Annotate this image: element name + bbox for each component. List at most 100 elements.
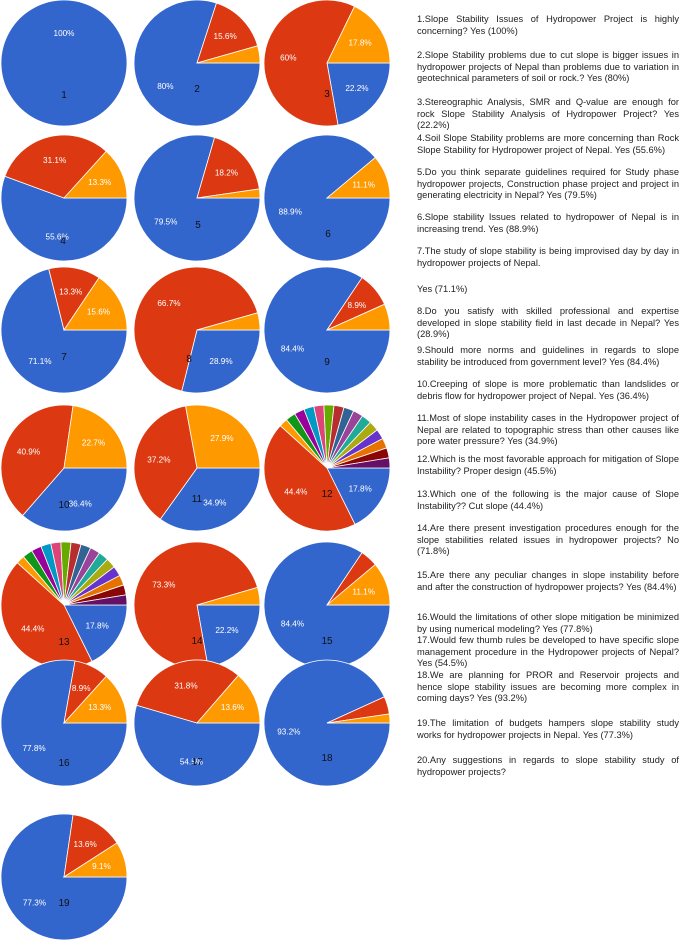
pie-19-slice-label-1: 77.3% [23,899,46,908]
pie-number-17: 17 [191,757,203,768]
pie-18-slice-3 [326,713,391,724]
pie-4-slice-label-1: 55.6% [46,232,69,241]
pie-7-slice-label-1: 71.1% [28,357,51,366]
questions-panel: 1.Slope Stability Issues of Hydropower P… [417,0,679,945]
pie-7: 71.1% 13.3% 15.6% 7 [0,266,128,394]
question-1: 1.Slope Stability Issues of Hydropower P… [417,14,679,36]
pie-17-slice-2 [136,659,239,724]
pie-number-3: 3 [324,89,330,100]
pie-17-slice-3 [196,674,261,724]
pie-11: 34.9% 37.2% 27.9% 11 [133,404,261,532]
pie-8-slice-1 [181,329,261,394]
pie-15: 84.4% 11.1% 15 [263,541,391,669]
pie-8: 28.9% 66.7% 8 [133,266,261,394]
pie-1: 100% 1 [0,0,128,127]
question-5: 5.Do you think separate guidelines requi… [417,167,679,200]
pie-17-slice-label-2: 31.8% [174,682,197,691]
pie-18: 93.2% 18 [263,659,391,787]
pie-number-16: 16 [58,758,70,769]
pie-5-slice-label-2: 18.2% [215,168,238,177]
pie-4-slice-label-3: 13.3% [88,178,111,187]
question-7-answer: Yes (71.1%) [417,284,468,294]
pie-number-1: 1 [61,90,67,101]
pie-number-13: 13 [58,637,70,648]
pie-number-9: 9 [324,357,330,368]
question-6: 6.Slope stability Issues related to hydr… [417,212,679,234]
pie-3-slice-label-1: 22.2% [345,84,368,93]
question-11: 11.Most of slope instability cases in th… [417,413,679,446]
pie-6-slice-2 [325,156,391,199]
pie-7-slice-label-2: 13.3% [59,288,82,297]
pie-1-slice-1 [0,0,128,127]
pie-2-slice-2 [196,2,259,64]
question-12: 12.Which is the most favorable approach … [417,454,679,476]
pie-9-slice-label-1: 84.4% [281,344,304,353]
pie-14-slice-label-1: 22.2% [215,626,238,635]
pie-number-6: 6 [325,229,331,240]
pie-12: 17.8% 44.4% 12 [263,404,391,532]
question-13: 13.Which one of the following is the maj… [417,489,679,511]
question-20: 20.Any suggestions in regards to slope s… [417,755,679,777]
pie-2: 80% 15.6% 2 [133,0,261,127]
pie-10-slice-label-1: 36.4% [69,500,92,509]
pie-16-slice-3 [63,675,128,724]
pie-11-slice-label-2: 37.2% [147,455,170,464]
question-10: 10.Creeping of slope is more problematic… [417,379,679,401]
pie-2-slice-3 [196,45,261,64]
pie-10-slice-3 [63,405,128,469]
pie-number-4: 4 [60,236,66,247]
pie-12-slice-label-1: 17.8% [349,485,372,494]
pie-number-10: 10 [58,500,70,511]
pie-7-slice-label-3: 15.6% [87,308,110,317]
pie-chart-grid: 100% 1 80% 15.6% 2 22.2% 60% 17.8% 3 55.6% 31.1% 13… [0,0,391,941]
pie-10-slice-1 [22,467,128,532]
pie-number-12: 12 [321,489,333,500]
pie-3-slice-3 [326,5,391,64]
pie-8-slice-3 [196,312,261,331]
pie-13-slice-1 [63,604,128,662]
pie-16: 77.8% 8.9% 13.3% 16 [0,659,128,787]
pie-9: 84.4% 8.9% 9 [263,266,391,394]
question-19: 19.The limitation of budgets hampers slo… [417,718,679,740]
pie-3: 22.2% 60% 17.8% 3 [263,0,391,127]
pie-2-slice-label-1: 80% [157,82,173,91]
question-7: 7.The study of slope stability is being … [417,246,679,268]
pie-3-slice-label-2: 60% [280,54,296,63]
pie-4-slice-1 [0,175,128,262]
pie-16-slice-label-1: 77.8% [22,744,45,753]
pie-19-slice-label-2: 13.6% [74,840,97,849]
pie-4-slice-3 [63,150,128,199]
question-18: 18.We are planning for PROR and Reservoi… [417,670,679,703]
pie-14-slice-2 [133,541,258,669]
pie-6-slice-label-2: 11.1% [352,181,375,190]
question-14: 14.Are there present investigation proce… [417,523,679,556]
pie-13-slice-17 [63,594,128,606]
pie-12-slice-label-2: 44.4% [284,488,307,497]
pie-9-slice-3 [326,303,391,331]
pie-3-slice-2 [263,0,356,127]
pie-16-slice-label-2: 8.9% [72,684,91,693]
pie-17-slice-label-1: 54.5% [180,758,203,767]
question-4: 4.Soil Slope Stability problems are more… [417,133,679,155]
pie-11-slice-1 [159,467,261,532]
pie-15-slice-3 [325,563,391,606]
pie-4: 55.6% 31.1% 13.3% 4 [0,134,128,262]
pie-7-slice-3 [63,277,128,331]
pie-12-slice-1 [326,467,391,525]
pie-number-5: 5 [195,220,201,231]
pie-15-slice-label-1: 84.4% [281,619,304,628]
pie-number-18: 18 [321,753,333,764]
pie-1-slice-label-1: 100% [54,29,75,38]
pie-19-slice-3 [62,842,128,878]
pie-11-slice-label-3: 27.9% [210,434,233,443]
pie-number-8: 8 [186,354,192,365]
pie-10-slice-2 [0,404,74,517]
question-2: 2.Slope Stability problems due to cut sl… [417,50,679,83]
pie-6-slice-label-1: 88.9% [279,207,302,216]
pie-9-slice-label-2: 8.9% [348,301,367,310]
pie-11-slice-label-1: 34.9% [203,499,226,508]
pie-10-slice-label-2: 40.9% [17,448,40,457]
pie-19: 77.3% 13.6% 9.1% 19 [0,813,128,941]
pie-19-slice-label-3: 9.1% [92,862,111,871]
question-9: 9.Should more norms and guidelines in re… [417,345,679,367]
